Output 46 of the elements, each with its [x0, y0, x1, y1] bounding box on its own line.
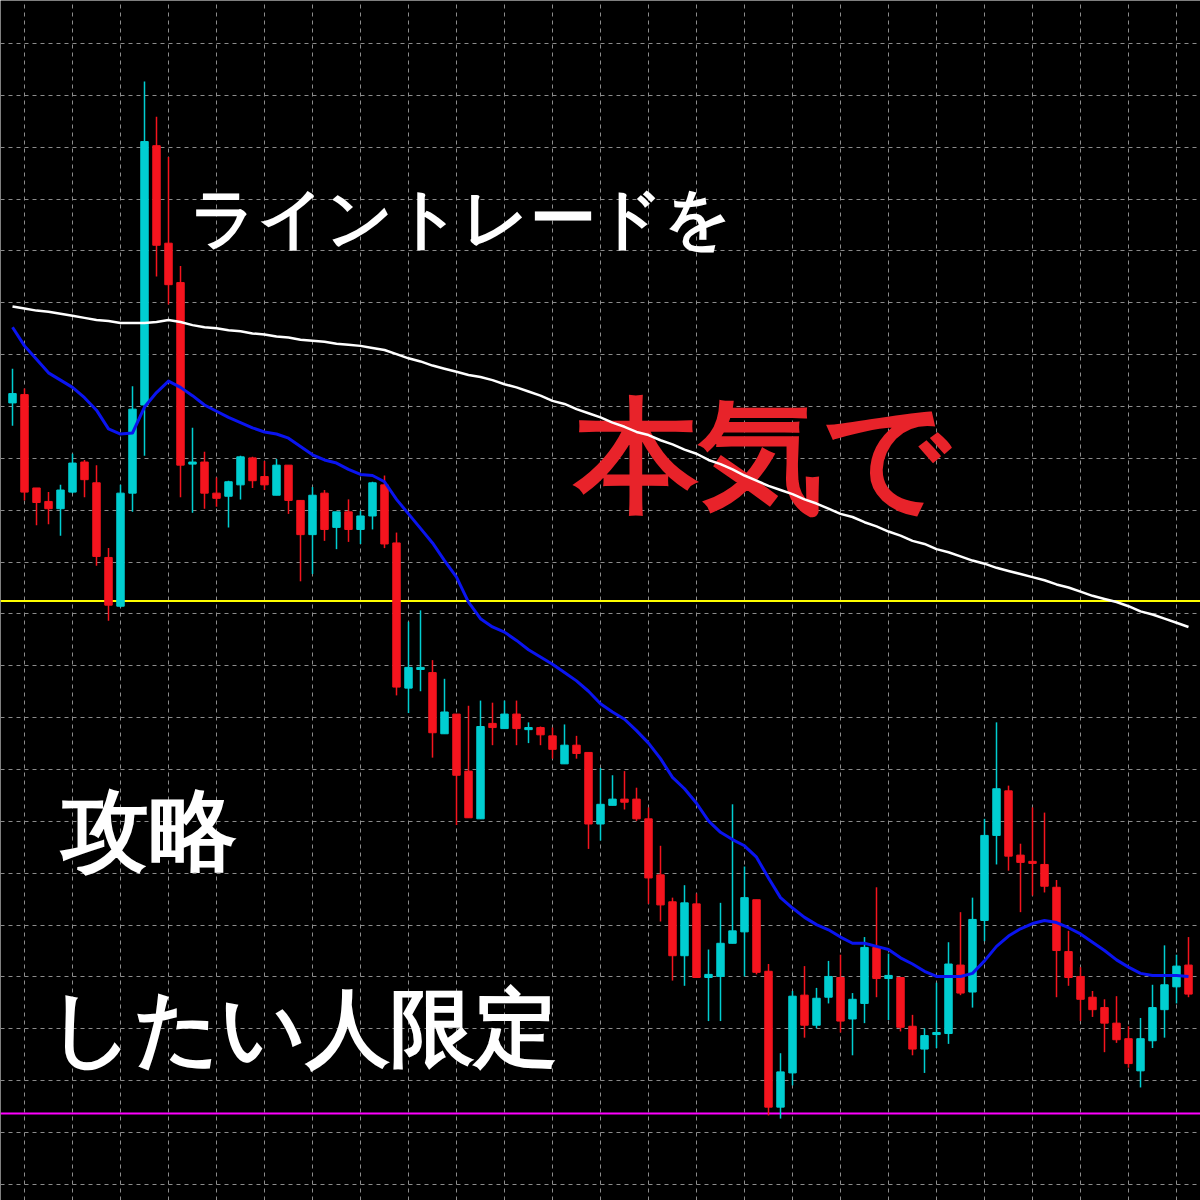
candlestick	[1172, 953, 1181, 1005]
candlestick	[416, 609, 425, 692]
candlestick	[884, 952, 893, 1021]
candlestick	[224, 479, 233, 529]
annotation: 攻略	[58, 779, 237, 882]
candlestick	[1088, 990, 1097, 1018]
candlestick	[1112, 995, 1121, 1044]
candlestick	[572, 735, 581, 760]
annotation: ライントレードを	[189, 180, 732, 257]
candlestick	[560, 723, 569, 765]
candlestick	[332, 511, 341, 550]
candlestick	[1100, 998, 1109, 1053]
candlestick	[1040, 811, 1049, 894]
candlestick	[260, 460, 269, 491]
candlestick	[1028, 806, 1037, 897]
candlestick	[344, 498, 353, 543]
candlestick	[248, 456, 257, 489]
candlestick	[188, 427, 197, 514]
candlestick	[908, 1014, 917, 1057]
candlestick	[404, 621, 413, 714]
candlestick	[8, 367, 17, 427]
candlestick	[440, 678, 449, 735]
candlestick	[824, 960, 833, 1005]
candlestick	[32, 487, 41, 527]
candlestick	[548, 726, 557, 760]
candlestick	[1076, 966, 1085, 1022]
candlestick	[704, 948, 713, 1022]
candlestick	[632, 786, 641, 822]
candlestick	[620, 770, 629, 811]
candlestick	[608, 774, 617, 807]
candlestick	[848, 992, 857, 1057]
candlestick	[728, 803, 737, 945]
candlestick	[356, 510, 365, 545]
candlestick	[1016, 842, 1025, 913]
candlestick	[512, 699, 521, 746]
candlestick	[44, 491, 53, 526]
candlestick	[920, 1027, 929, 1074]
candlestick	[932, 981, 941, 1049]
candlestick	[524, 721, 533, 744]
candlestick	[596, 767, 605, 842]
candlestick	[500, 699, 509, 730]
candlestick	[488, 701, 497, 746]
candlestick	[80, 459, 89, 499]
candlestick	[212, 476, 221, 508]
annotation: したい人限定	[47, 978, 558, 1077]
candlestick	[56, 484, 65, 537]
